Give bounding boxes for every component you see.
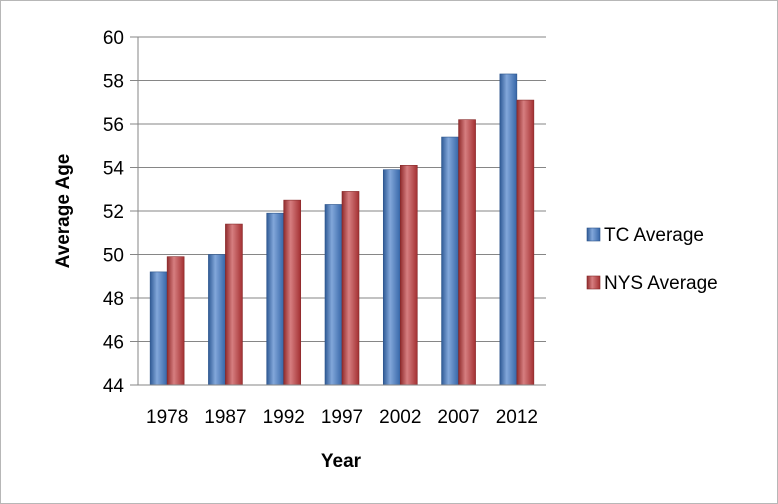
x-tick-label: 1978 xyxy=(146,407,188,428)
x-tick-label: 2012 xyxy=(496,407,538,428)
y-tick-label: 54 xyxy=(103,159,125,180)
x-axis-title: Year xyxy=(321,451,362,472)
x-tick-label: 2002 xyxy=(379,407,421,428)
y-tick-labels: 44 46 48 50 52 54 56 58 60 xyxy=(103,28,125,397)
y-tick-label: 48 xyxy=(103,289,124,310)
y-tick-label: 52 xyxy=(103,202,124,223)
bar-tc-average-1992 xyxy=(266,212,285,386)
bar-nys-average-1992 xyxy=(283,199,302,386)
bar-nys-average-1978 xyxy=(166,256,185,386)
legend: TC Average NYS Average xyxy=(586,225,718,294)
x-tick-label: 1992 xyxy=(263,407,305,428)
bar-nys-average-2002 xyxy=(399,165,418,386)
bar-tc-average-2002 xyxy=(382,169,401,386)
legend-label: NYS Average xyxy=(604,273,718,294)
y-tick-label: 44 xyxy=(103,376,125,397)
legend-swatch xyxy=(586,275,601,290)
x-tick-labels: 1978 1987 1992 1997 2002 2007 2012 xyxy=(146,407,538,428)
bar-tc-average-1987 xyxy=(208,254,226,386)
bar-nys-average-1987 xyxy=(225,223,243,386)
y-tick-label: 60 xyxy=(103,28,124,49)
axes xyxy=(137,37,546,386)
y-tick-label: 56 xyxy=(103,115,124,136)
x-tick-label: 1997 xyxy=(321,407,363,428)
bar-nys-average-2012 xyxy=(516,99,535,386)
x-tick-label: 1987 xyxy=(204,407,246,428)
legend-swatch xyxy=(586,227,601,242)
bar-tc-average-2012 xyxy=(499,73,518,386)
x-tick-label: 2007 xyxy=(437,407,479,428)
bar-nys-average-2007 xyxy=(458,119,476,386)
y-tick-label: 50 xyxy=(103,246,124,267)
bar-nys-average-1997 xyxy=(341,191,360,386)
bar-tc-average-1978 xyxy=(149,271,168,386)
y-tick-label: 46 xyxy=(103,333,124,354)
y-axis-title: Average Age xyxy=(53,154,74,269)
bar-tc-average-1997 xyxy=(324,204,343,386)
bars xyxy=(149,73,535,386)
legend-label: TC Average xyxy=(604,225,704,246)
bar-tc-average-2007 xyxy=(441,136,459,386)
y-tick-label: 58 xyxy=(103,72,124,93)
